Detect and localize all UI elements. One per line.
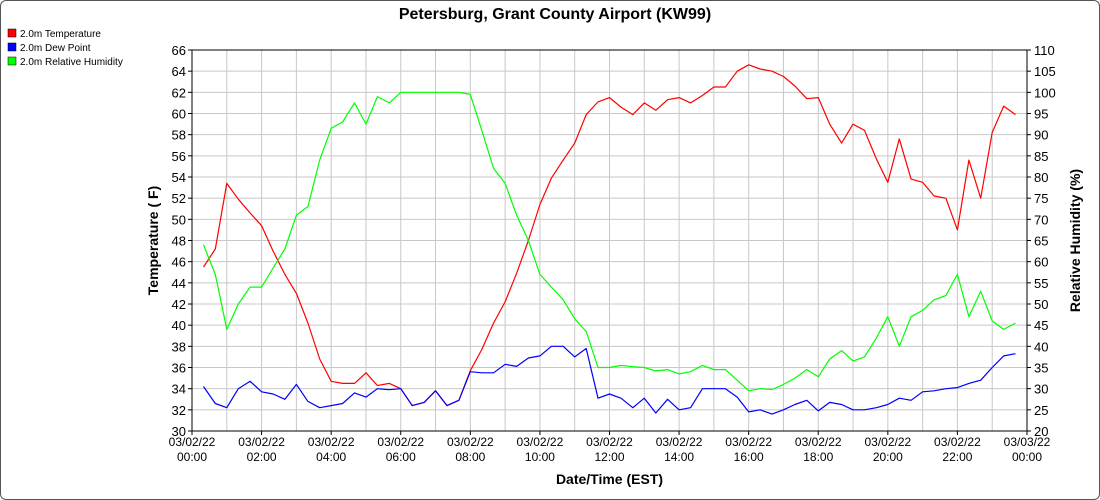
x-tick-label-time: 08:00 <box>455 450 485 464</box>
legend-label-relative-humidity: 2.0m Relative Humidity <box>20 57 123 68</box>
y-right-tick-label: 30 <box>1034 382 1048 397</box>
x-tick-label-time: 06:00 <box>386 450 416 464</box>
y-left-tick-label: 32 <box>172 403 186 418</box>
y-left-tick-label: 56 <box>172 149 186 164</box>
y-left-tick-label: 54 <box>172 170 186 185</box>
y-left-tick-label: 58 <box>172 128 186 143</box>
y-right-tick-label: 100 <box>1034 85 1056 100</box>
y-left-tick-label: 50 <box>172 212 186 227</box>
x-tick-label-date: 03/02/22 <box>656 435 703 449</box>
y-left-tick-label: 52 <box>172 191 186 206</box>
y-axis-right-ticks: 20 25 30 35 40 45 50 55 60 65 70 75 80 85 90 95 100 105 11… <box>1027 43 1056 439</box>
y-right-tick-label: 65 <box>1034 234 1048 249</box>
x-tick-label-date: 03/02/22 <box>795 435 842 449</box>
y-right-tick-label: 70 <box>1034 212 1048 227</box>
x-tick-label-date: 03/02/22 <box>238 435 285 449</box>
y-axis-left-label: Temperature ( F) <box>145 186 161 295</box>
x-tick-label-date: 03/02/22 <box>308 435 355 449</box>
x-axis-ticks: 03/02/2200:0003/02/2202:0003/02/2204:000… <box>169 431 1051 464</box>
x-tick-label-date: 03/02/22 <box>864 435 911 449</box>
x-tick-label-time: 14:00 <box>664 450 694 464</box>
x-tick-label-time: 18:00 <box>803 450 833 464</box>
y-left-tick-label: 60 <box>172 107 186 122</box>
y-right-tick-label: 45 <box>1034 318 1048 333</box>
y-right-tick-label: 85 <box>1034 149 1048 164</box>
y-left-tick-label: 40 <box>172 318 186 333</box>
x-tick-label-time: 00:00 <box>1012 450 1042 464</box>
x-tick-label-time: 22:00 <box>942 450 972 464</box>
legend: 2.0m Temperature 2.0m Dew Point 2.0m Rel… <box>7 28 123 68</box>
y-left-tick-label: 64 <box>172 64 186 79</box>
y-left-tick-label: 66 <box>172 43 186 58</box>
y-left-tick-label: 42 <box>172 297 186 312</box>
legend-swatch-relative-humidity <box>7 56 17 66</box>
x-tick-label-time: 02:00 <box>247 450 277 464</box>
legend-swatch-temperature <box>7 28 17 38</box>
legend-label-temperature: 2.0m Temperature <box>20 29 101 40</box>
y-right-tick-label: 25 <box>1034 403 1048 418</box>
y-right-tick-label: 60 <box>1034 255 1048 270</box>
y-right-tick-label: 80 <box>1034 170 1048 185</box>
x-tick-label-time: 04:00 <box>316 450 346 464</box>
y-left-tick-label: 48 <box>172 234 186 249</box>
y-right-tick-label: 110 <box>1034 43 1055 58</box>
y-right-tick-label: 95 <box>1034 107 1048 122</box>
x-tick-label-date: 03/02/22 <box>377 435 424 449</box>
x-tick-label-date: 03/02/22 <box>169 435 216 449</box>
y-right-tick-label: 75 <box>1034 191 1048 206</box>
x-tick-label-date: 03/02/22 <box>447 435 494 449</box>
legend-item-dew-point: 2.0m Dew Point <box>7 42 91 54</box>
x-tick-label-time: 00:00 <box>177 450 207 464</box>
x-tick-label-date: 03/02/22 <box>934 435 981 449</box>
series-temperature-line <box>202 64 1016 407</box>
y-right-tick-label: 55 <box>1034 276 1048 291</box>
legend-item-temperature: 2.0m Temperature <box>7 28 101 40</box>
y-left-tick-label: 38 <box>172 339 186 354</box>
series-relative-humidity-line <box>202 91 1016 392</box>
x-tick-label-date: 03/03/22 <box>1004 435 1051 449</box>
plot-area <box>191 49 1028 432</box>
y-right-tick-label: 90 <box>1034 128 1048 143</box>
y-left-tick-label: 34 <box>172 382 186 397</box>
y-left-tick-label: 30 <box>172 424 186 439</box>
x-tick-label-time: 16:00 <box>734 450 764 464</box>
y-left-tick-label: 44 <box>172 276 186 291</box>
y-left-tick-label: 46 <box>172 255 186 270</box>
x-tick-label-time: 10:00 <box>525 450 555 464</box>
y-left-tick-label: 36 <box>172 361 186 376</box>
y-right-tick-label: 20 <box>1034 424 1048 439</box>
x-tick-label-date: 03/02/22 <box>725 435 772 449</box>
legend-label-dew-point: 2.0m Dew Point <box>20 43 91 54</box>
x-tick-label-date: 03/02/22 <box>517 435 564 449</box>
y-right-tick-label: 40 <box>1034 339 1048 354</box>
y-right-tick-label: 35 <box>1034 361 1048 376</box>
chart-title: Petersburg, Grant County Airport (KW99) <box>399 6 711 23</box>
series-dew-point-line <box>203 345 1016 415</box>
x-tick-label-date: 03/02/22 <box>586 435 633 449</box>
x-axis-label: Date/Time (EST) <box>556 471 663 487</box>
y-right-tick-label: 50 <box>1034 297 1048 312</box>
grid <box>191 49 1028 432</box>
legend-item-relative-humidity: 2.0m Relative Humidity <box>7 56 123 68</box>
series-lines <box>202 64 1016 415</box>
legend-swatch-dew-point <box>7 42 17 52</box>
y-left-tick-label: 62 <box>172 85 186 100</box>
x-tick-label-time: 20:00 <box>873 450 903 464</box>
y-axis-left-ticks: 30 32 34 36 38 40 42 44 46 48 50 52 54 56 58 60 62 64 66 <box>172 43 192 439</box>
x-tick-label-time: 12:00 <box>594 450 624 464</box>
y-right-tick-label: 105 <box>1034 64 1056 79</box>
y-axis-right-label: Relative Humidity (%) <box>1067 169 1083 312</box>
